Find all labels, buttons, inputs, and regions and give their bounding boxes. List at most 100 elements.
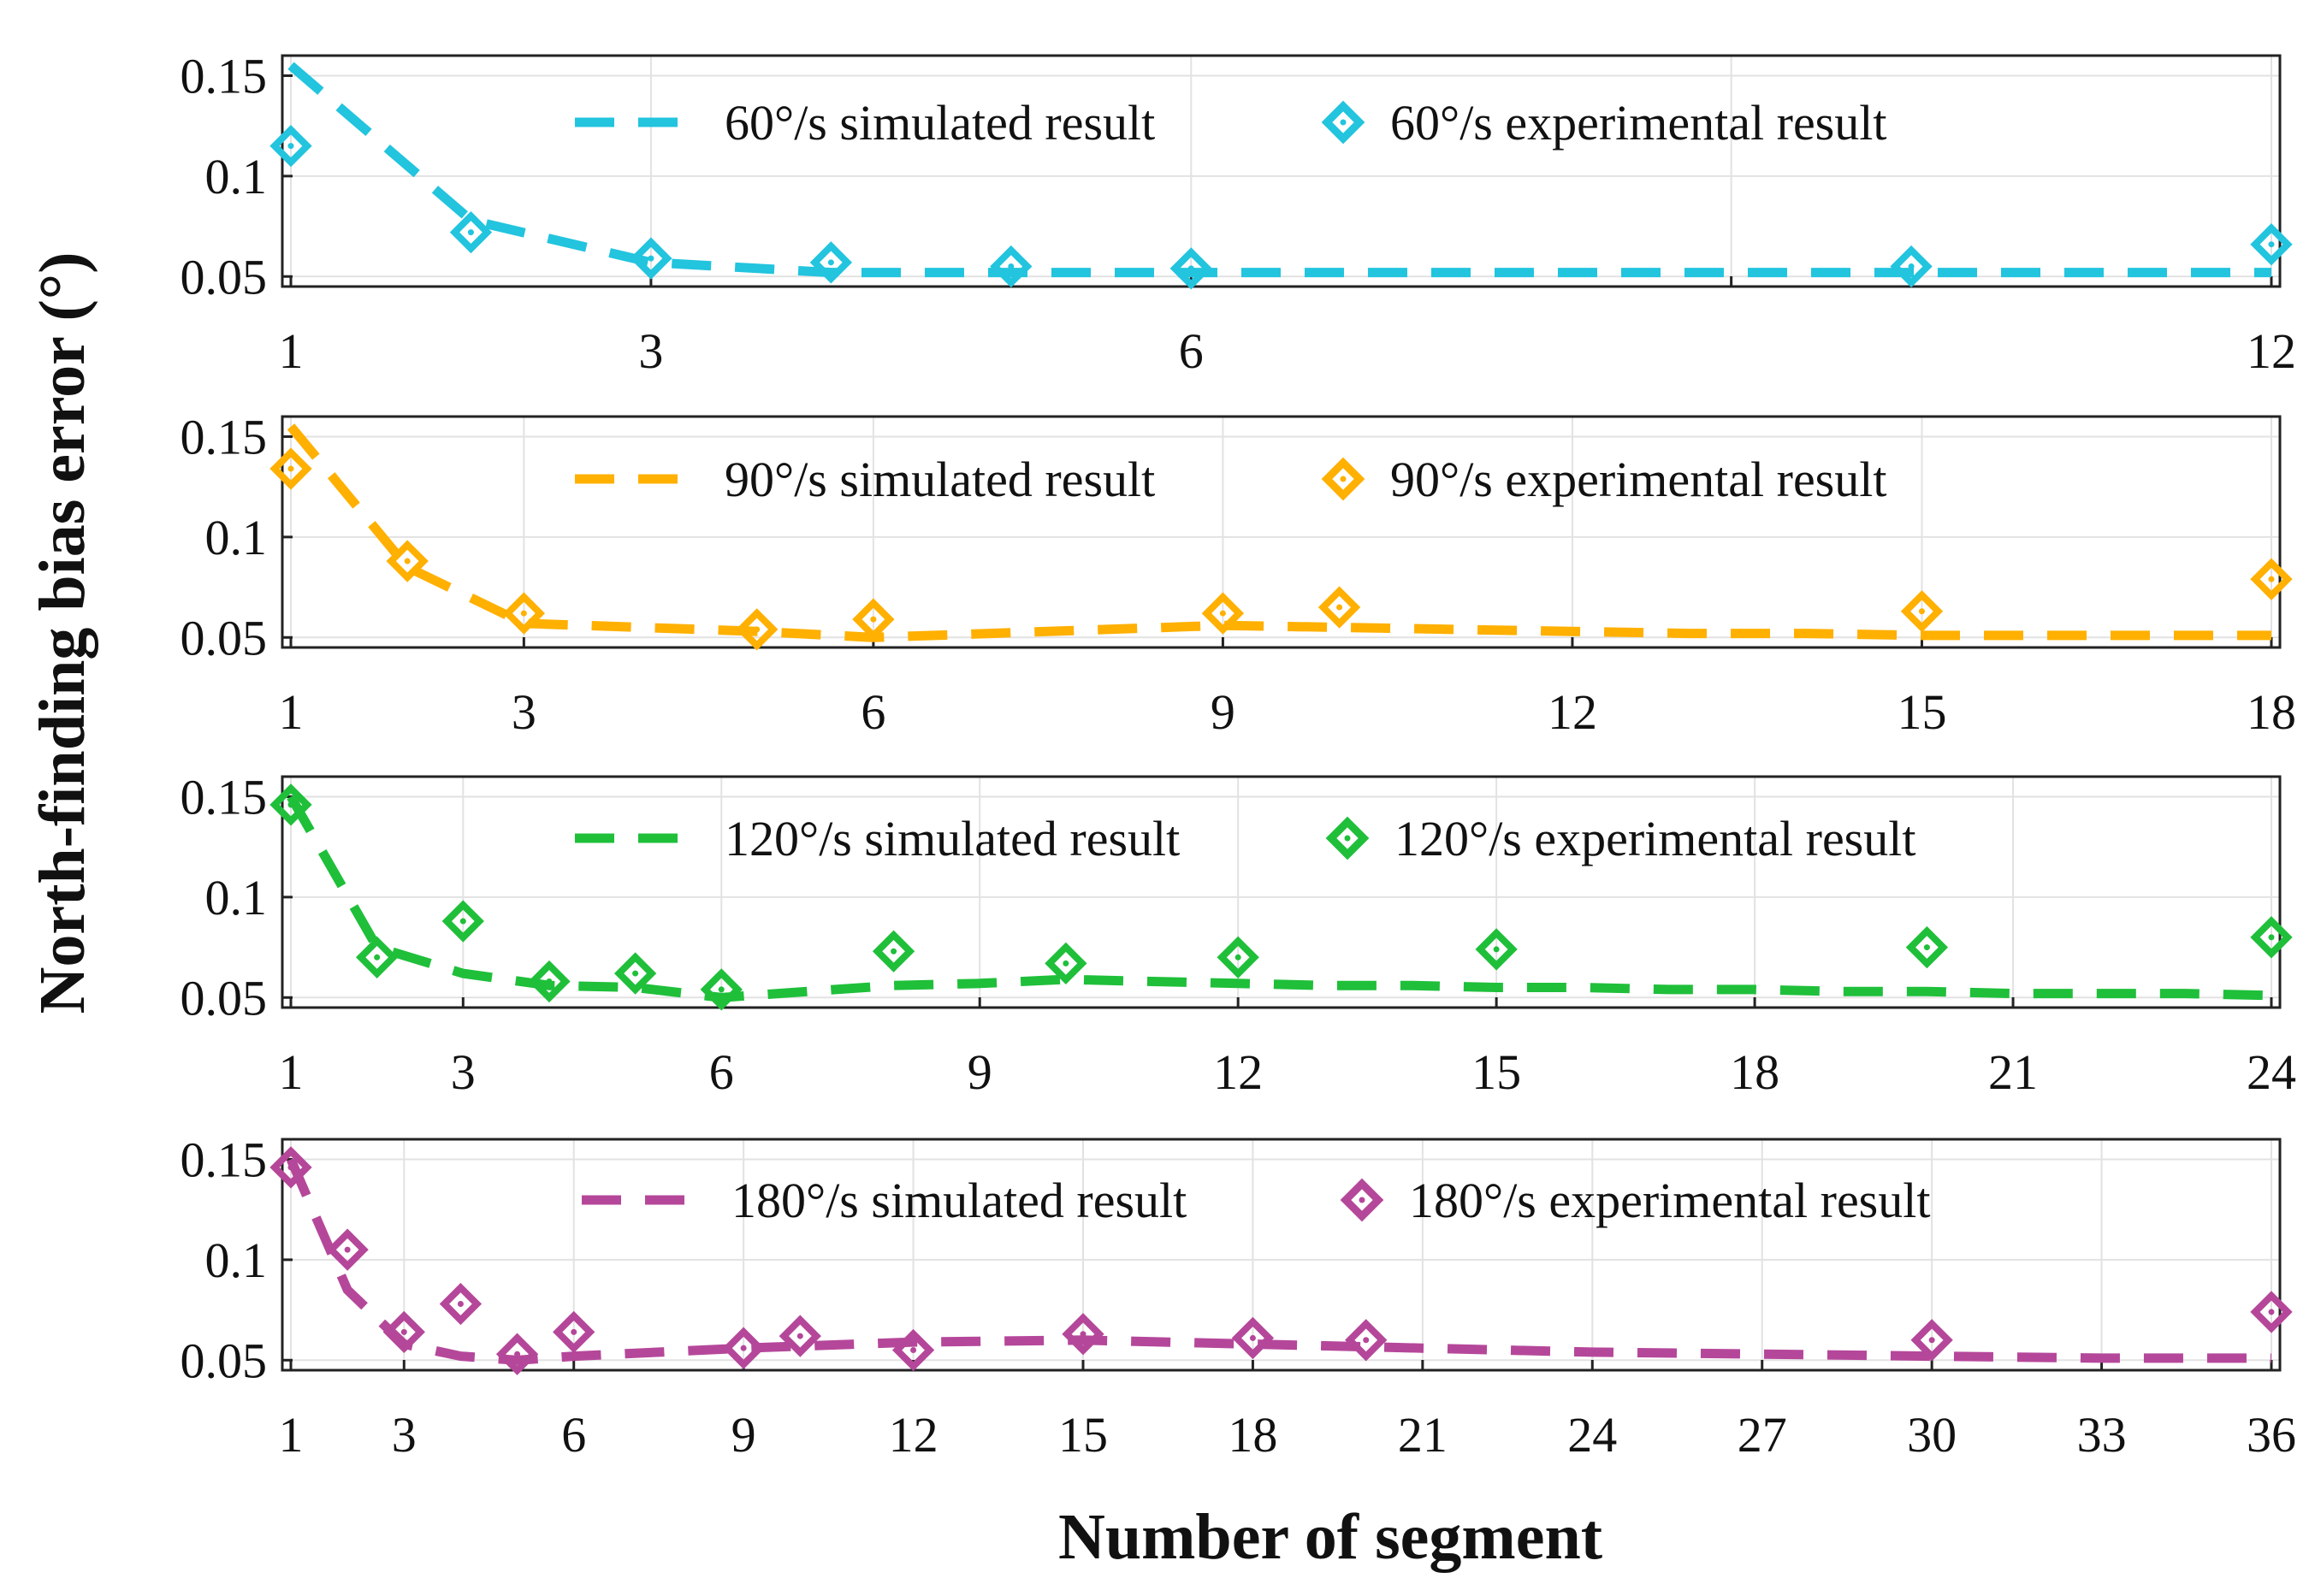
experimental-point <box>1169 247 1212 290</box>
legend-experimental-swatch-center <box>1359 1197 1365 1203</box>
legend: 90°/s simulated result 90°/s experimental… <box>575 452 1886 507</box>
experimental-point-center <box>571 1328 577 1335</box>
y-tick-label: 0.1 <box>205 149 268 204</box>
experimental-point <box>386 540 429 582</box>
experimental-point-center <box>1008 263 1015 270</box>
experimental-point <box>553 1310 595 1354</box>
experimental-point-center <box>467 229 474 236</box>
x-tick-label: 1 <box>279 684 304 740</box>
plot-frame <box>281 775 2282 1009</box>
experimental-point <box>495 1333 539 1375</box>
experimental-point <box>722 1327 765 1369</box>
legend-experimental-swatch <box>1340 1178 1384 1222</box>
experimental-point <box>1910 1319 1953 1362</box>
x-tick-label: 1 <box>279 1407 304 1463</box>
y-tick-label: 0.05 <box>181 249 268 304</box>
simulated-series-line <box>287 423 2271 642</box>
plot-frame <box>281 1138 2282 1372</box>
experimental-point-center <box>400 1328 407 1335</box>
experimental-point-center <box>1928 1337 1935 1344</box>
x-tick-label: 15 <box>1471 1044 1521 1100</box>
experimental-point-center <box>2268 1309 2275 1315</box>
legend: 180°/s simulated result 180°/s experiment… <box>582 1173 1930 1228</box>
experimental-point <box>1045 942 1087 985</box>
legend-simulated-label: 120°/s simulated result <box>725 811 1180 866</box>
experimental-point <box>439 1282 483 1326</box>
experimental-point-center <box>287 143 294 150</box>
experimental-point-center <box>2268 934 2275 941</box>
simulated-series-line <box>286 1157 2271 1365</box>
x-tick-label: 12 <box>889 1407 938 1463</box>
experimental-point <box>441 900 484 943</box>
x-tick-label: 9 <box>1211 684 1235 740</box>
experimental-point <box>1345 1319 1388 1362</box>
experimental-point-center <box>2268 241 2275 248</box>
legend-experimental-swatch <box>1321 457 1365 501</box>
experimental-point-center <box>1187 265 1194 272</box>
experimental-point-center <box>287 465 294 472</box>
experimental-point <box>852 598 895 641</box>
x-tick-label: 3 <box>638 323 663 379</box>
experimental-point <box>355 936 399 978</box>
experimental-point <box>1900 590 1944 633</box>
experimental-point <box>1062 1313 1104 1356</box>
experimental-point-center <box>1363 1337 1370 1344</box>
x-tick-label: 24 <box>1567 1407 1617 1463</box>
x-tick-label: 18 <box>1228 1407 1277 1463</box>
experimental-point <box>449 210 493 254</box>
experimental-point-center <box>1234 954 1241 961</box>
experimental-point <box>1217 936 1259 978</box>
experimental-point-center <box>827 259 834 266</box>
experimental-point-center <box>910 1347 917 1354</box>
plot-frame <box>281 54 2282 288</box>
experimental-point <box>2250 916 2293 959</box>
experimental-point-center <box>740 1345 747 1351</box>
y-tick-label: 0.1 <box>205 870 268 925</box>
experimental-point <box>990 245 1033 288</box>
legend: 120°/s simulated result 120°/s experiment… <box>575 811 1915 866</box>
y-tick-label: 0.1 <box>205 1232 268 1288</box>
y-tick-label: 0.05 <box>181 970 268 1026</box>
x-tick-label: 21 <box>1988 1044 2038 1100</box>
legend-simulated-label: 180°/s simulated result <box>731 1173 1187 1228</box>
simulated-series-line <box>287 794 2272 1002</box>
x-tick-label: 18 <box>2247 684 2296 740</box>
experimental-point-center <box>374 954 381 961</box>
x-tick-label: 6 <box>861 684 885 740</box>
panel-120: 1 3 6 9 12 15 18 21 24 0.05 0.1 0.15 120°/s simulate… <box>181 769 2297 1100</box>
experimental-point-center <box>632 970 639 977</box>
experimental-point <box>326 1228 369 1271</box>
x-tick-label: 6 <box>709 1044 734 1100</box>
x-tick-label: 30 <box>1907 1407 1957 1463</box>
experimental-point <box>269 447 312 490</box>
experimental-point <box>2250 1291 2293 1333</box>
experimental-point-center <box>459 918 466 925</box>
experimental-point <box>613 952 657 995</box>
simulated-series-line <box>287 62 2271 278</box>
panel-90: 1 3 6 9 12 15 18 0.05 0.1 0.15 90°/s simulated res… <box>181 409 2297 740</box>
experimental-point <box>700 968 743 1011</box>
experimental-point-center <box>344 1246 351 1253</box>
experimental-point-center <box>1080 1331 1086 1338</box>
legend-experimental-label: 120°/s experimental result <box>1394 811 1915 866</box>
legend-experimental-label: 90°/s experimental result <box>1390 452 1886 507</box>
experimental-point <box>269 1146 312 1189</box>
x-tick-label: 6 <box>561 1407 586 1463</box>
experimental-point-center <box>287 1164 294 1171</box>
x-tick-label: 27 <box>1738 1407 1787 1463</box>
x-tick-label: 3 <box>392 1407 417 1463</box>
experimental-point-center <box>754 626 761 633</box>
experimental-point <box>269 124 312 168</box>
experimental-point <box>809 241 853 284</box>
experimental-point <box>528 960 571 1003</box>
x-tick-label: 9 <box>968 1044 992 1100</box>
experimental-point-center <box>1923 944 1930 951</box>
experimental-point <box>269 783 312 826</box>
experimental-point <box>1890 245 1933 288</box>
legend-simulated-label: 60°/s simulated result <box>725 95 1155 151</box>
panels: 1 3 6 12 0.05 0.1 0.15 60°/s simulated result 6 0… <box>181 48 2297 1463</box>
experimental-point <box>736 608 779 651</box>
y-tick-label: 0.15 <box>181 769 268 825</box>
